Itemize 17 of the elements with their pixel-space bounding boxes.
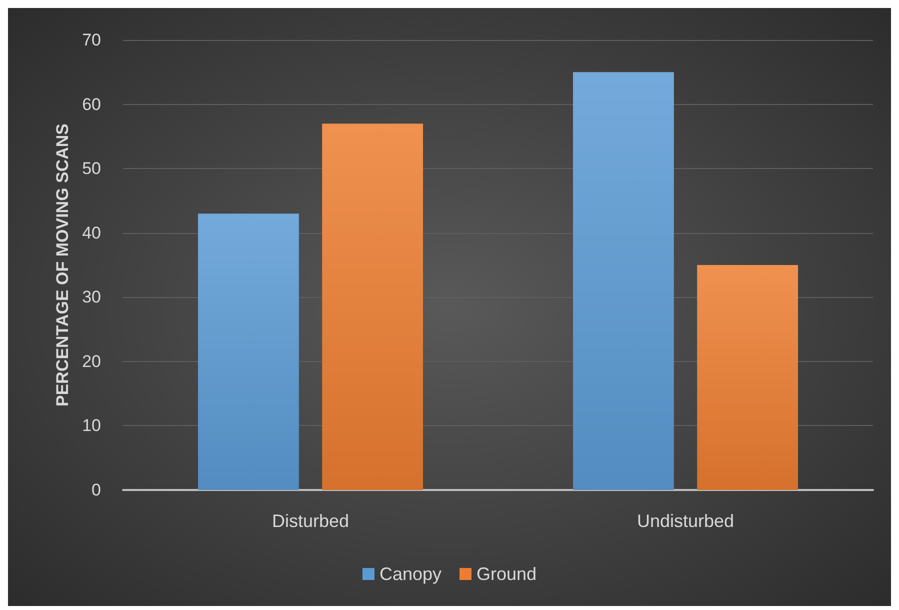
bar (322, 124, 423, 490)
legend-label: Ground (476, 564, 537, 584)
x-tick-label: Undisturbed (636, 511, 734, 531)
y-tick-label: 30 (82, 288, 101, 307)
y-tick-label: 10 (82, 416, 101, 436)
y-tick-label: 20 (82, 352, 101, 371)
bar (573, 72, 674, 490)
y-axis-title: PERCENTAGE OF MOVING SCANS (53, 123, 72, 407)
y-tick-label: 60 (82, 94, 101, 114)
bar (697, 265, 798, 490)
y-tick-label: 40 (82, 223, 101, 242)
x-tick-label: Disturbed (272, 511, 350, 531)
y-tick-label: 70 (82, 30, 101, 50)
legend-label: Canopy (379, 564, 442, 584)
y-tick-label: 50 (82, 159, 101, 178)
bar (198, 214, 299, 490)
y-tick-label: 0 (92, 480, 101, 500)
